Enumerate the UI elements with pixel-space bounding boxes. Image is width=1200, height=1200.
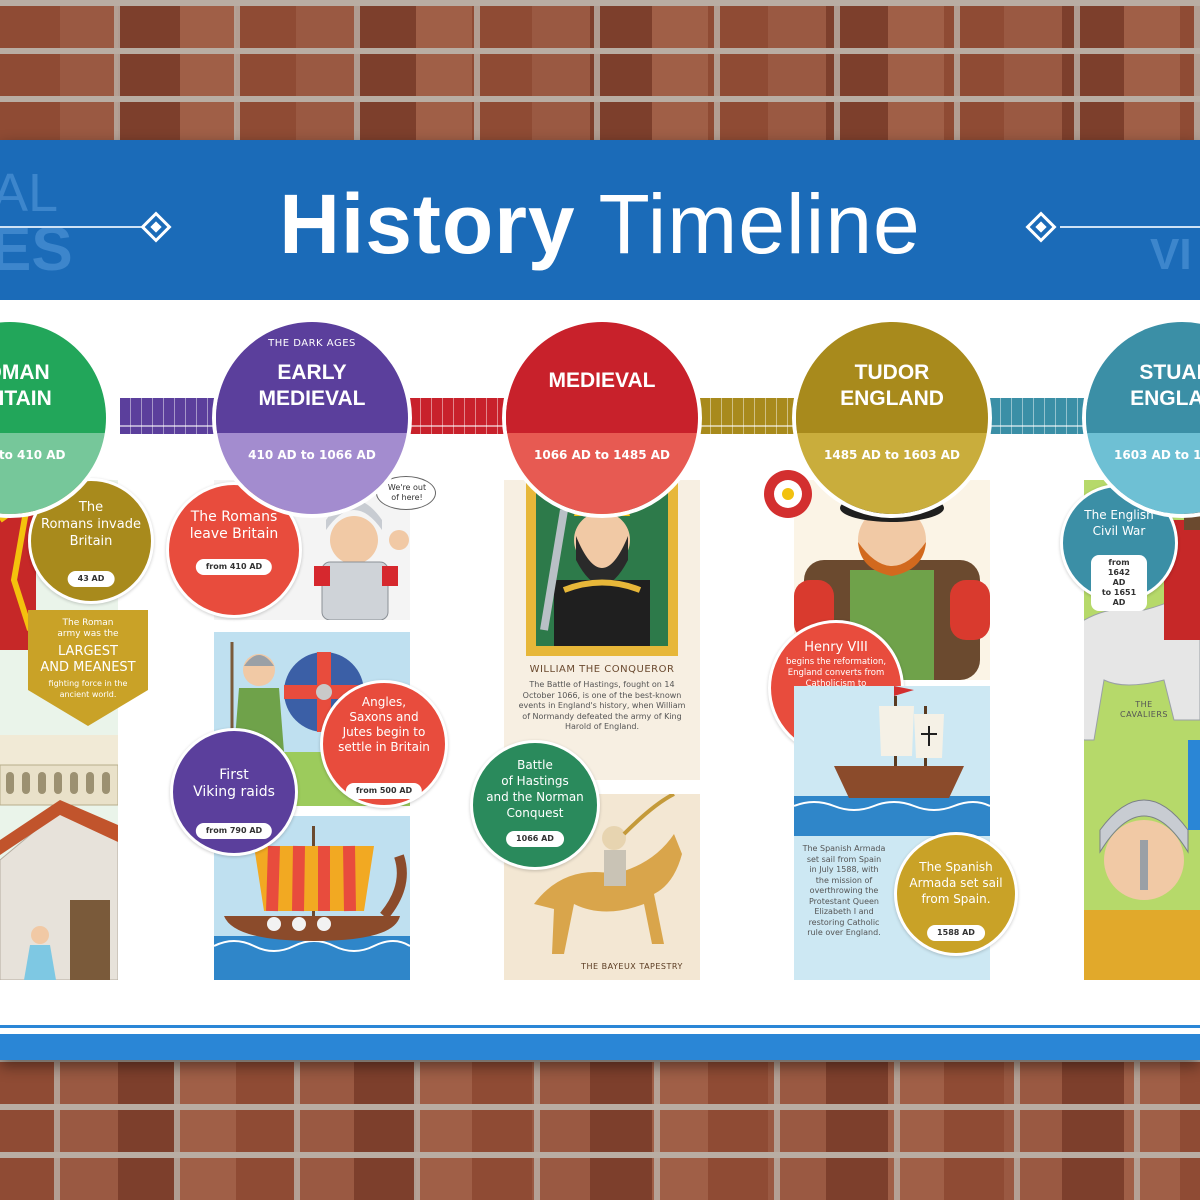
era-dates: 410 AD to 1066 AD [248,448,376,462]
roman-army-shield: The Roman army was the LARGEST AND MEANE… [28,610,148,726]
civil-war-date: from 1642 AD to 1651 AD [1091,555,1147,611]
armada-date: 1588 AD [927,925,985,941]
era-tudor-england: TUDOR ENGLAND 1485 AD to 1603 AD [792,318,1002,518]
history-timeline-poster: AL ES VI History Timeline [0,140,1200,1060]
roman-army-line1: The Roman army was the [57,618,119,639]
poster-bottom-strip [0,1034,1200,1060]
page-title: History Timeline [0,174,1200,274]
angles-saxons-text: Angles, Saxons and Jutes begin to settle… [338,695,430,754]
galleon-icon [794,686,990,836]
band-stuart [990,398,1090,434]
hastings-bubble: Battle of Hastings and the Norman Conque… [470,740,600,870]
viking-raids-date: from 790 AD [195,823,273,839]
roman-army-line2: fighting force in the ancient world. [48,679,128,699]
era-name: STUART ENGLAND [1130,361,1200,410]
horseman-icon [534,794,682,954]
william-caption: The Battle of Hastings, fought on 14 Oct… [518,680,686,731]
early-medieval-panel-bottom [214,816,410,980]
poster-bottom-rule [0,1025,1200,1028]
bayeux-label: THE BAYEUX TAPESTRY [581,962,683,971]
era-name: ROMAN BRITAIN [0,361,52,410]
ghost-text-left-1: AL [0,163,59,223]
brick-wall-top [0,0,1200,140]
viking-raids-text: First Viking raids [193,767,275,800]
era-dates: 43 AD to 410 AD [0,448,66,462]
roman-girl-icon [31,926,49,944]
era-dates: 1603 AD to 1714 AD [1114,448,1200,462]
ghost-text-right: VI [1150,230,1192,279]
era-roman-britain: ROMAN BRITAIN 43 AD to 410 AD [0,318,120,518]
william-label: WILLIAM THE CONQUEROR [529,664,675,675]
henry-title: Henry VIII [804,640,868,655]
angles-saxons-date: from 500 AD [345,783,423,799]
viking-longship-icon [214,826,410,980]
era-early-medieval: THE DARK AGES EARLY MEDIEVAL 410 AD to 1… [212,318,422,518]
hastings-date: 1066 AD [506,831,564,847]
cavaliers-label: THE CAVALIERS [1120,700,1168,719]
angles-saxons-bubble: Angles, Saxons and Jutes begin to settle… [320,680,448,808]
band-tudor [700,398,800,434]
roman-army-big: LARGEST AND MEANEST [40,644,136,675]
era-kicker: THE DARK AGES [268,338,356,349]
title-light: Timeline [598,177,921,271]
band-medieval [410,398,510,434]
era-name: MEDIEVAL [548,369,656,392]
era-dates: 1485 AD to 1603 AD [824,448,960,462]
armada-caption: The Spanish Armada set sail from Spain i… [802,844,886,937]
stuart-illustration [1084,500,1200,980]
era-name: TUDOR ENGLAND [840,361,944,410]
brick-wall-bottom [0,1060,1200,1200]
era-dates: 1066 AD to 1485 AD [534,448,670,462]
viking-raids-bubble: First Viking raids from 790 AD [170,728,298,856]
medieval-panel-top: WILLIAM THE CONQUEROR The Battle of Hast… [504,480,700,780]
title-bold: History [279,177,576,271]
medieval-panel-bottom: THE BAYEUX TAPESTRY [504,794,700,980]
title-rule-right [1060,226,1200,228]
title-rule-left [0,226,150,228]
hastings-text: Battle of Hastings and the Norman Conque… [486,758,584,820]
era-name: EARLY MEDIEVAL [258,361,366,410]
era-medieval: MEDIEVAL 1066 AD to 1485 AD [502,318,712,518]
armada-text: The Spanish Armada set sail from Spain. [909,860,1003,906]
armada-bubble: The Spanish Armada set sail from Spain. … [894,832,1018,956]
romans-leave-date: from 410 AD [195,559,273,575]
era-stuart-england: STUART ENGLAND 1603 AD to 1714 AD [1082,318,1200,518]
title-banner: AL ES VI History Timeline [0,140,1200,300]
roman-invade-date: 43 AD [67,571,115,587]
band-early-medieval [120,398,220,434]
